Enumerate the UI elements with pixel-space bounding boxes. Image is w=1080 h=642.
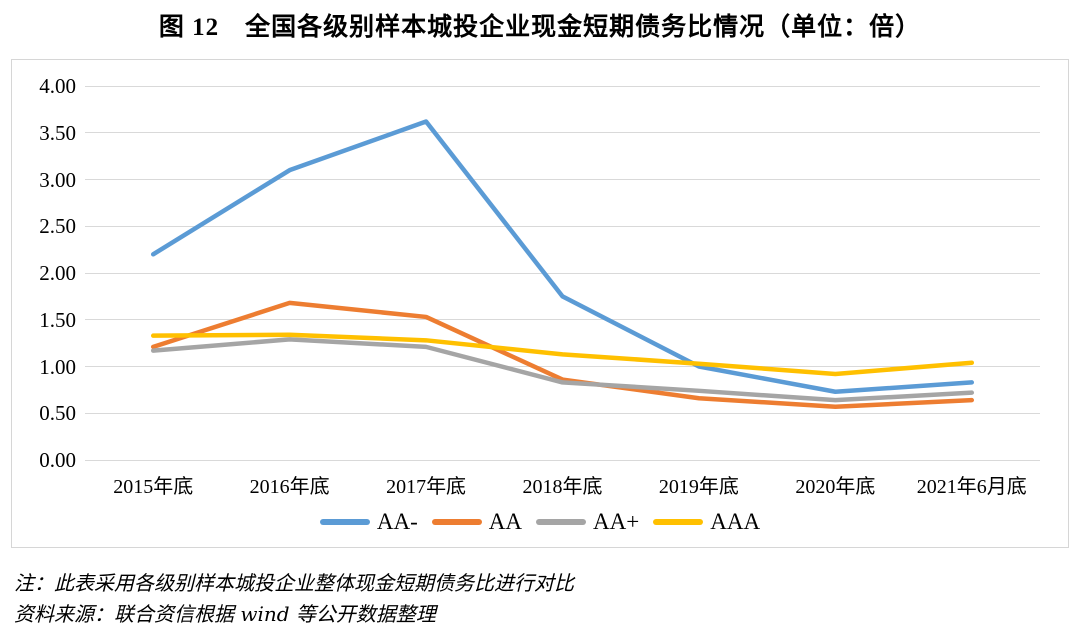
y-axis-tick-label: 3.50 [39,120,76,145]
legend-line-marker [653,519,704,525]
legend-label: AA [488,509,523,534]
legend-line-marker [431,519,482,525]
x-axis-tick-label: 2015年底 [113,476,194,498]
gridline [85,225,1040,227]
y-axis-tick-label: 2.00 [39,261,76,285]
x-axis-tick-label: 2016年底 [249,476,330,498]
x-axis-tick-label: 2018年底 [522,476,603,498]
legend-label: AA- [376,509,418,534]
legend-line-marker [536,519,587,525]
legend-line-marker [319,519,370,525]
footnotes: 注：此表采用各级别样本城投企业整体现金短期债务比进行对比 资料来源：联合资信根据… [14,568,574,630]
legend-item: AA- [319,509,418,534]
legend-item: AA+ [536,510,639,534]
y-axis-tick-label: 1.00 [39,354,76,379]
figure-title: 图 12 全国各级别样本城投企业现金短期债务比情况（单位：倍） [158,14,922,41]
y-axis-tick-label: 0.00 [39,448,76,472]
series-line-aaplus [150,337,975,403]
gridline [85,459,1040,461]
y-axis-tick-label: 1.50 [39,307,76,332]
gridline [85,132,1040,134]
y-axis-tick-label: 2.50 [39,214,76,239]
legend-label: AA+ [593,509,640,534]
gridline [85,412,1040,414]
y-axis-tick-label: 3.00 [39,167,76,192]
legend-item: AA [431,509,523,534]
chart-frame: 4.00 3.50 3.00 2.50 2.00 1.50 1.00 0.50 0.00 201… [11,59,1069,548]
gridline [85,366,1040,367]
legend-item: AAA [653,510,760,534]
gridline [85,272,1040,274]
legend: AA- AA AA+ AAA [12,510,1068,534]
series-line-aaminus [150,119,975,394]
x-axis-tick-label: 2019年底 [658,476,739,498]
y-axis-tick-label: 0.50 [39,401,76,426]
footnote-source: 资料来源：联合资信根据 wind 等公开数据整理 [14,602,436,626]
x-axis-tick-label: 2017年底 [386,476,467,498]
series-line-aaa [150,332,975,377]
gridline [85,179,1040,180]
legend-label: AAA [710,509,761,534]
footnote-note: 注：此表采用各级别样本城投企业整体现金短期债务比进行对比 [14,571,574,595]
gridline [85,319,1040,321]
gridline [85,85,1040,87]
x-axis-tick-label: 2021年6月底 [916,476,1027,498]
y-axis-tick-label: 4.00 [39,74,76,98]
x-axis-tick-label: 2020年底 [795,476,876,498]
